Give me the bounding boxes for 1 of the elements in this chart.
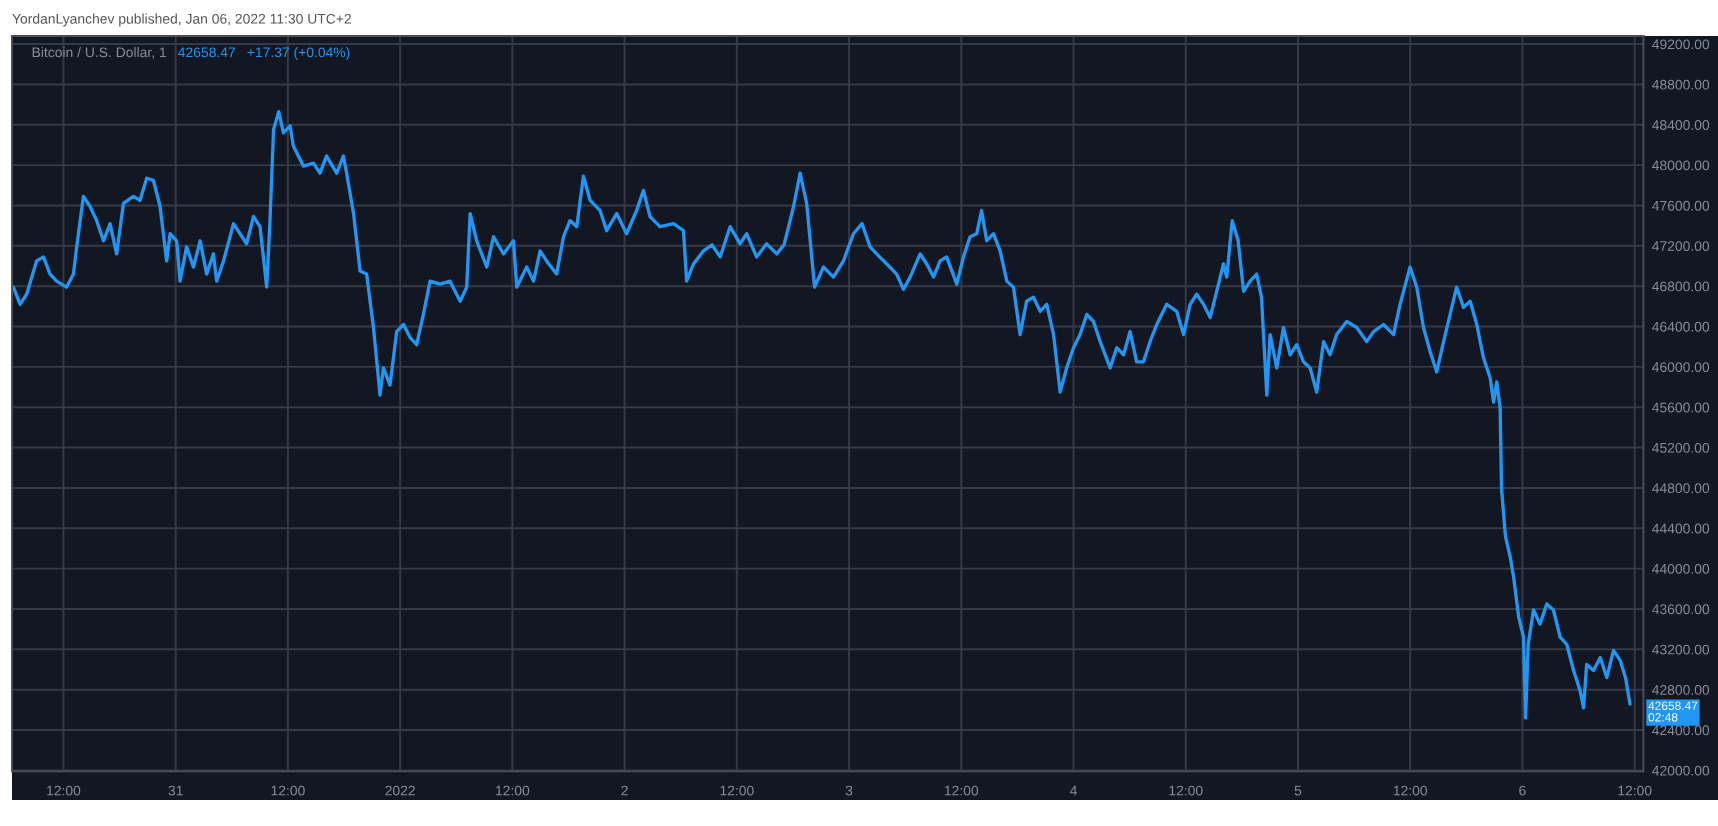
line-series bbox=[12, 109, 1632, 720]
